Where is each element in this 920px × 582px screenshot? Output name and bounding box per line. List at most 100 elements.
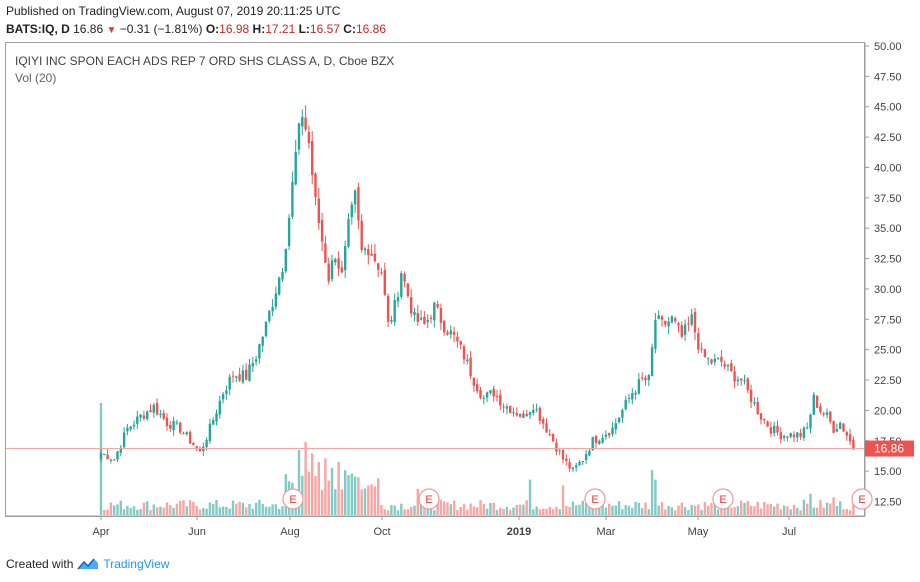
volume-bar (320, 489, 324, 515)
volume-bar (198, 509, 202, 515)
candle (436, 300, 439, 309)
candle (179, 421, 182, 435)
x-tick-label: Jul (782, 526, 796, 538)
volume-bar (231, 500, 235, 515)
volume-bar (845, 508, 848, 515)
volume-bar (347, 475, 350, 515)
volume-bar (367, 485, 370, 515)
volume-bar (509, 509, 512, 515)
volume-bar (436, 501, 439, 515)
volume-bar (139, 508, 142, 515)
candle (650, 343, 654, 377)
candle (825, 408, 829, 419)
volume-bar (396, 510, 400, 515)
earnings-marker[interactable]: E (282, 488, 304, 510)
candle (641, 372, 644, 381)
volume-bar (535, 506, 538, 515)
close-value: 16.86 (355, 22, 386, 36)
volume-bar (149, 509, 152, 515)
candle (159, 409, 162, 419)
volume-bar (588, 506, 591, 515)
candle (759, 413, 763, 425)
candle (660, 315, 664, 327)
candle (129, 425, 132, 432)
volume-bar (245, 507, 248, 515)
open-value: 16.98 (219, 22, 250, 36)
volume-bar (835, 506, 839, 515)
candle (116, 450, 119, 462)
volume-bar (627, 505, 631, 515)
candle (462, 344, 466, 365)
volume-indicator-label[interactable]: Vol (20) (15, 71, 57, 85)
volume-bar (337, 461, 340, 515)
candle (667, 317, 670, 335)
price-axis[interactable]: 50.00 47.50 45.00 42.50 40.00 37.50 35.00 32.50… (864, 41, 902, 516)
earnings-marker[interactable]: E (418, 488, 440, 510)
volume-bar (195, 505, 198, 515)
volume-bar (452, 500, 456, 515)
volume-bar (621, 509, 624, 515)
candle (228, 373, 231, 396)
candle (505, 403, 509, 415)
time-axis[interactable]: Apr Jun Aug Oct 2019 Mar May Jul (6, 515, 865, 538)
footer-brand[interactable]: TradingView (103, 557, 170, 571)
volume-bar (634, 501, 637, 515)
candle (294, 139, 297, 186)
volume-bar (578, 504, 581, 515)
y-tick-label: 47.50 (874, 71, 902, 83)
candle (845, 430, 848, 441)
earnings-marker[interactable]: E (712, 488, 734, 510)
symbol-label: BATS:IQ, D (6, 22, 70, 36)
candle (423, 311, 426, 325)
volume-bar (839, 501, 842, 515)
y-tick-label: 25.00 (874, 345, 902, 357)
candle (674, 316, 677, 324)
candle (581, 460, 584, 465)
volume-bar (542, 508, 545, 515)
volume-bar (122, 509, 126, 515)
y-tick-label: 37.50 (874, 193, 902, 205)
volume-bar (829, 503, 832, 515)
candle (822, 411, 825, 417)
volume-bar (654, 479, 657, 515)
volume-bar (819, 500, 822, 515)
candle (271, 299, 274, 316)
volume-bar (479, 500, 482, 515)
candle (297, 122, 301, 155)
x-tick-label: Mar (597, 526, 616, 538)
candle (264, 321, 268, 338)
candle (165, 413, 169, 431)
change-value: −0.31 (−1.81%) (119, 22, 203, 36)
volume-bar (433, 510, 436, 515)
volume-series (99, 402, 855, 515)
candle (311, 131, 314, 185)
volume-bar (152, 504, 155, 515)
volume-bar (604, 507, 608, 515)
volume-bar (641, 508, 644, 515)
volume-bar (281, 506, 284, 515)
candle (753, 397, 756, 406)
earnings-marker[interactable]: E (851, 488, 873, 510)
volume-bar (469, 503, 472, 515)
candle (439, 303, 443, 331)
earnings-marker[interactable]: E (584, 488, 606, 510)
candle (419, 310, 423, 321)
volume-bar (400, 503, 403, 515)
candle (707, 357, 710, 365)
volume-bar (664, 509, 667, 515)
volume-bar (215, 500, 218, 515)
candle (842, 422, 845, 433)
volume-bar (377, 478, 380, 515)
candle (542, 416, 545, 430)
candle (188, 430, 192, 444)
volume-bar (631, 507, 634, 515)
candle (175, 419, 179, 425)
volume-bar (852, 502, 855, 515)
high-value: 17.21 (265, 22, 296, 36)
candle (621, 408, 624, 423)
last-price-tag: 16.86 (865, 440, 914, 457)
candle (142, 410, 146, 421)
candle (241, 364, 245, 385)
